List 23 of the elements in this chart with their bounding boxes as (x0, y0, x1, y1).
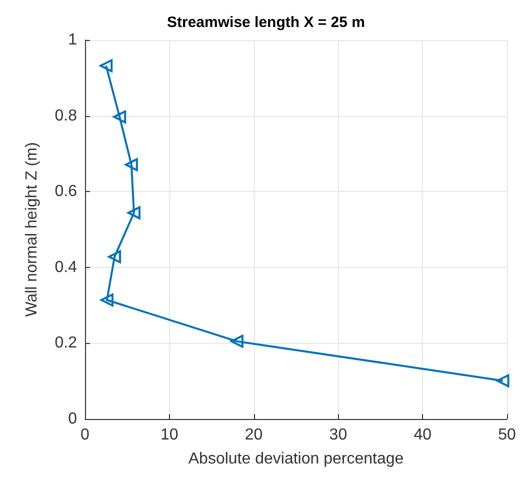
point (496, 374, 510, 388)
chart-title: Streamwise length X = 25 m (167, 14, 365, 31)
x-tick-label: 50 (498, 426, 516, 444)
point (127, 206, 140, 220)
x-tick-label: 0 (80, 426, 90, 444)
y-tick-label: 1 (68, 32, 78, 48)
point (108, 250, 122, 264)
x-tick-label: 30 (329, 426, 348, 444)
x-axis-title: Absolute deviation percentage (188, 450, 404, 468)
x-tick-label: 40 (414, 426, 432, 444)
point (230, 334, 244, 348)
y-tick-label: 0.8 (54, 107, 78, 124)
point (124, 158, 138, 172)
point (100, 59, 113, 72)
y-tick-label: 0.2 (54, 334, 78, 352)
y-tick-label: 0.4 (54, 258, 78, 276)
y-tick-label: 0.6 (54, 183, 78, 200)
y-tick-label: 0 (68, 410, 78, 428)
y-axis-title: Wall normal height Z (m) (24, 142, 40, 317)
x-tick-label: 20 (244, 426, 263, 444)
point (113, 110, 126, 124)
x-tick-label: 10 (160, 426, 178, 444)
point (100, 293, 114, 306)
